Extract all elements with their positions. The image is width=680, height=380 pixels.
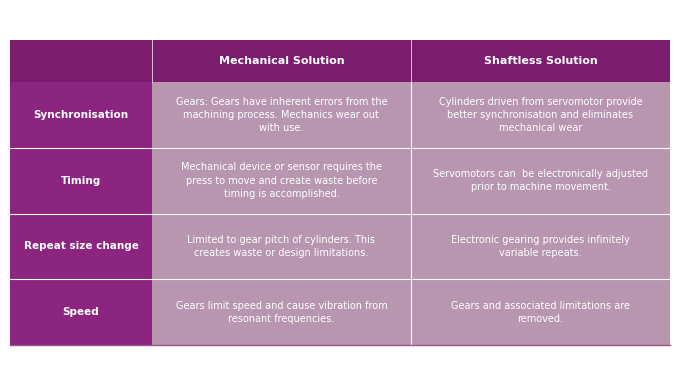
Text: Cylinders driven from servomotor provide
better synchronisation and eliminates
m: Cylinders driven from servomotor provide… xyxy=(439,97,643,133)
Bar xyxy=(411,82,670,148)
Text: Limited to gear pitch of cylinders. This
creates waste or design limitations.: Limited to gear pitch of cylinders. This… xyxy=(188,235,375,258)
Bar xyxy=(10,214,152,279)
Text: Mechanical device or sensor requires the
press to move and create waste before
t: Mechanical device or sensor requires the… xyxy=(181,162,382,199)
Text: Synchronisation: Synchronisation xyxy=(33,110,129,120)
Bar xyxy=(152,148,411,214)
Bar xyxy=(152,82,411,148)
Bar xyxy=(10,82,152,148)
Bar xyxy=(10,279,152,345)
Bar xyxy=(152,279,411,345)
Text: Gears limit speed and cause vibration from
resonant frequencies.: Gears limit speed and cause vibration fr… xyxy=(175,301,387,324)
Text: Shaftless Solution: Shaftless Solution xyxy=(483,56,597,66)
Text: Mechanical Solution: Mechanical Solution xyxy=(218,56,344,66)
Bar xyxy=(411,148,670,214)
Bar xyxy=(10,148,152,214)
Bar xyxy=(152,214,411,279)
Text: Speed: Speed xyxy=(63,307,99,317)
Bar xyxy=(411,279,670,345)
Text: Timing: Timing xyxy=(61,176,101,185)
Text: Electronic gearing provides infinitely
variable repeats.: Electronic gearing provides infinitely v… xyxy=(451,235,630,258)
Text: Repeat size change: Repeat size change xyxy=(24,241,139,252)
Bar xyxy=(411,214,670,279)
Bar xyxy=(10,40,670,82)
Text: Gears: Gears have inherent errors from the
machining process. Mechanics wear out: Gears: Gears have inherent errors from t… xyxy=(175,97,387,133)
Text: Gears and associated limitations are
removed.: Gears and associated limitations are rem… xyxy=(451,301,630,324)
Text: Servomotors can  be electronically adjusted
prior to machine movement.: Servomotors can be electronically adjust… xyxy=(433,169,648,192)
